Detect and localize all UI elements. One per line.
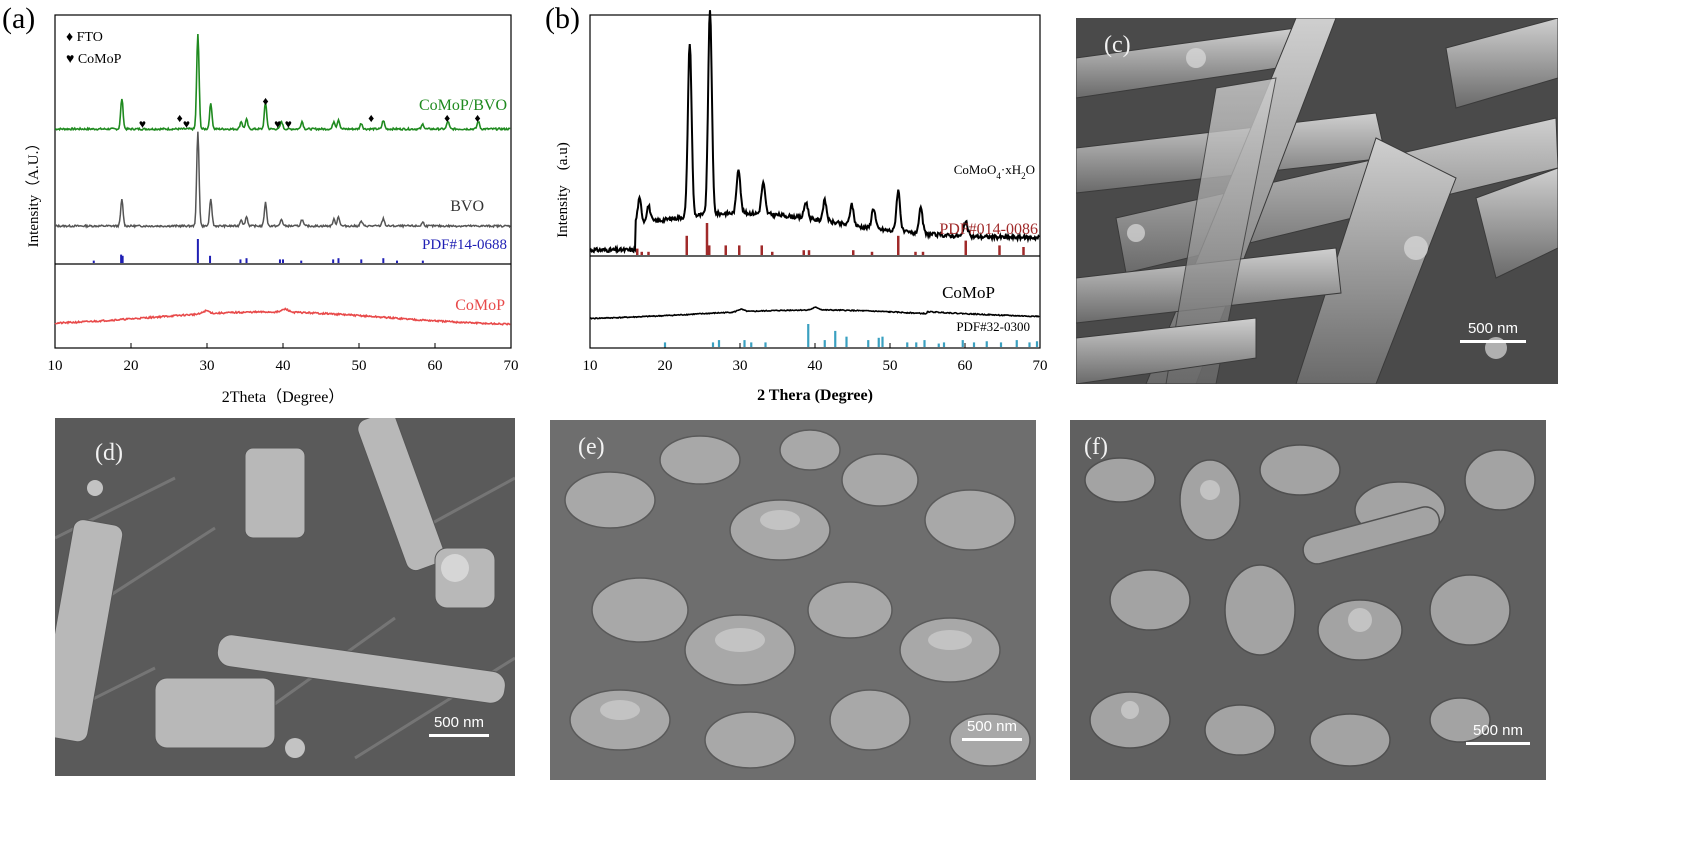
marker-comop: ♥ (183, 117, 190, 131)
sem-texture-e (550, 420, 1036, 780)
xrd-chart-b: 10 20 30 40 50 60 70 2 Thera (Degree) Intensity … (555, 10, 1048, 404)
x-tick-label-a: 20 (124, 358, 139, 374)
x-axis-label-b: 2 Thera (Degree) (757, 387, 873, 404)
sem-image-d: (d) 500 nm (55, 418, 515, 776)
scalebar-f-label: 500 nm (1472, 722, 1524, 739)
panel-a-letter: (a) (2, 2, 36, 35)
x-tick-label-b: 30 (733, 358, 748, 374)
plot-frame-a (54, 14, 512, 349)
panel-b-letter: (b) (545, 2, 580, 35)
sem-image-c: (c) 500 nm (1076, 18, 1558, 384)
series-comop-a (54, 307, 511, 326)
marker-fto: ♦ (368, 111, 374, 125)
x-tick-label-b: 40 (808, 358, 823, 374)
x-tick-label-b: 10 (583, 358, 598, 374)
x-tick-label-b: 20 (658, 358, 673, 374)
x-axis-label-a: 2Theta（Degree） (222, 388, 345, 406)
sem-image-e: (e) 500 nm (550, 420, 1036, 780)
scalebar-d: 500 nm (429, 714, 489, 737)
sem-c-letter: (c) (1104, 32, 1131, 58)
scalebar-d-bar (429, 734, 489, 737)
label-comoo4: CoMoO4·xH2O (954, 162, 1035, 181)
marker-fto: ♦ (474, 111, 480, 125)
scalebar-e-label: 500 nm (966, 718, 1018, 735)
sem-f-letter: (f) (1084, 434, 1108, 460)
label-comop-b: CoMoP (942, 283, 995, 302)
marker-fto: ♦ (444, 111, 450, 125)
scalebar-e-bar (962, 738, 1022, 741)
marker-comop: ♥ (139, 117, 146, 131)
scalebar-f: 500 nm (1466, 722, 1530, 745)
label-comop-bvo: CoMoP/BVO (419, 97, 507, 114)
x-tick-label-a: 60 (428, 358, 443, 374)
legend-fto: ♦ FTO (66, 30, 103, 45)
x-tick-label-a: 50 (352, 358, 367, 374)
scalebar-c: 500 nm (1460, 320, 1526, 343)
x-tick-label-b: 50 (883, 358, 898, 374)
x-tick-label-a: 40 (276, 358, 291, 374)
x-tick-label-b: 60 (958, 358, 973, 374)
sem-d-letter: (d) (95, 440, 123, 466)
label-pdf1: PDF#014-0086 (939, 221, 1038, 238)
sem-texture-f (1070, 420, 1546, 780)
marker-fto: ♦ (177, 111, 183, 125)
x-tick-label-a: 30 (200, 358, 215, 374)
sem-texture-c (1076, 18, 1558, 384)
y-axis-label-b: Intensity (a.u) (555, 142, 571, 237)
label-pdf-a: PDF#14-0688 (422, 237, 507, 253)
scalebar-c-bar (1460, 340, 1526, 343)
y-axis-label-a: Intensity（A.U.） (25, 136, 42, 248)
series-comop-bvo (54, 33, 511, 132)
x-tick-label-a: 10 (48, 358, 63, 374)
scalebar-e: 500 nm (962, 718, 1022, 741)
marker-comop: ♥ (274, 117, 281, 131)
series-bvo (54, 131, 511, 229)
label-pdf2: PDF#32-0300 (956, 319, 1030, 334)
sem-texture-d (55, 418, 515, 776)
marker-fto: ♦ (262, 94, 268, 108)
legend-comop: ♥ CoMoP (66, 52, 122, 67)
x-tick-label-a: 70 (504, 358, 519, 374)
sem-image-f: (f) 500 nm (1070, 420, 1546, 780)
label-bvo: BVO (450, 198, 484, 215)
scalebar-f-bar (1466, 742, 1530, 745)
series-comop-b (589, 306, 1040, 320)
xrd-chart-a: 10 20 30 40 50 60 70 2Theta（Degree） Intensity（A.… (25, 14, 519, 406)
label-comop-a: CoMoP (455, 297, 505, 314)
scalebar-c-label: 500 nm (1467, 320, 1519, 337)
x-tick-label-b: 70 (1033, 358, 1048, 374)
sem-e-letter: (e) (578, 434, 605, 460)
scalebar-d-label: 500 nm (433, 714, 485, 731)
series-comoo4 (589, 10, 1040, 255)
marker-comop: ♥ (285, 117, 292, 131)
